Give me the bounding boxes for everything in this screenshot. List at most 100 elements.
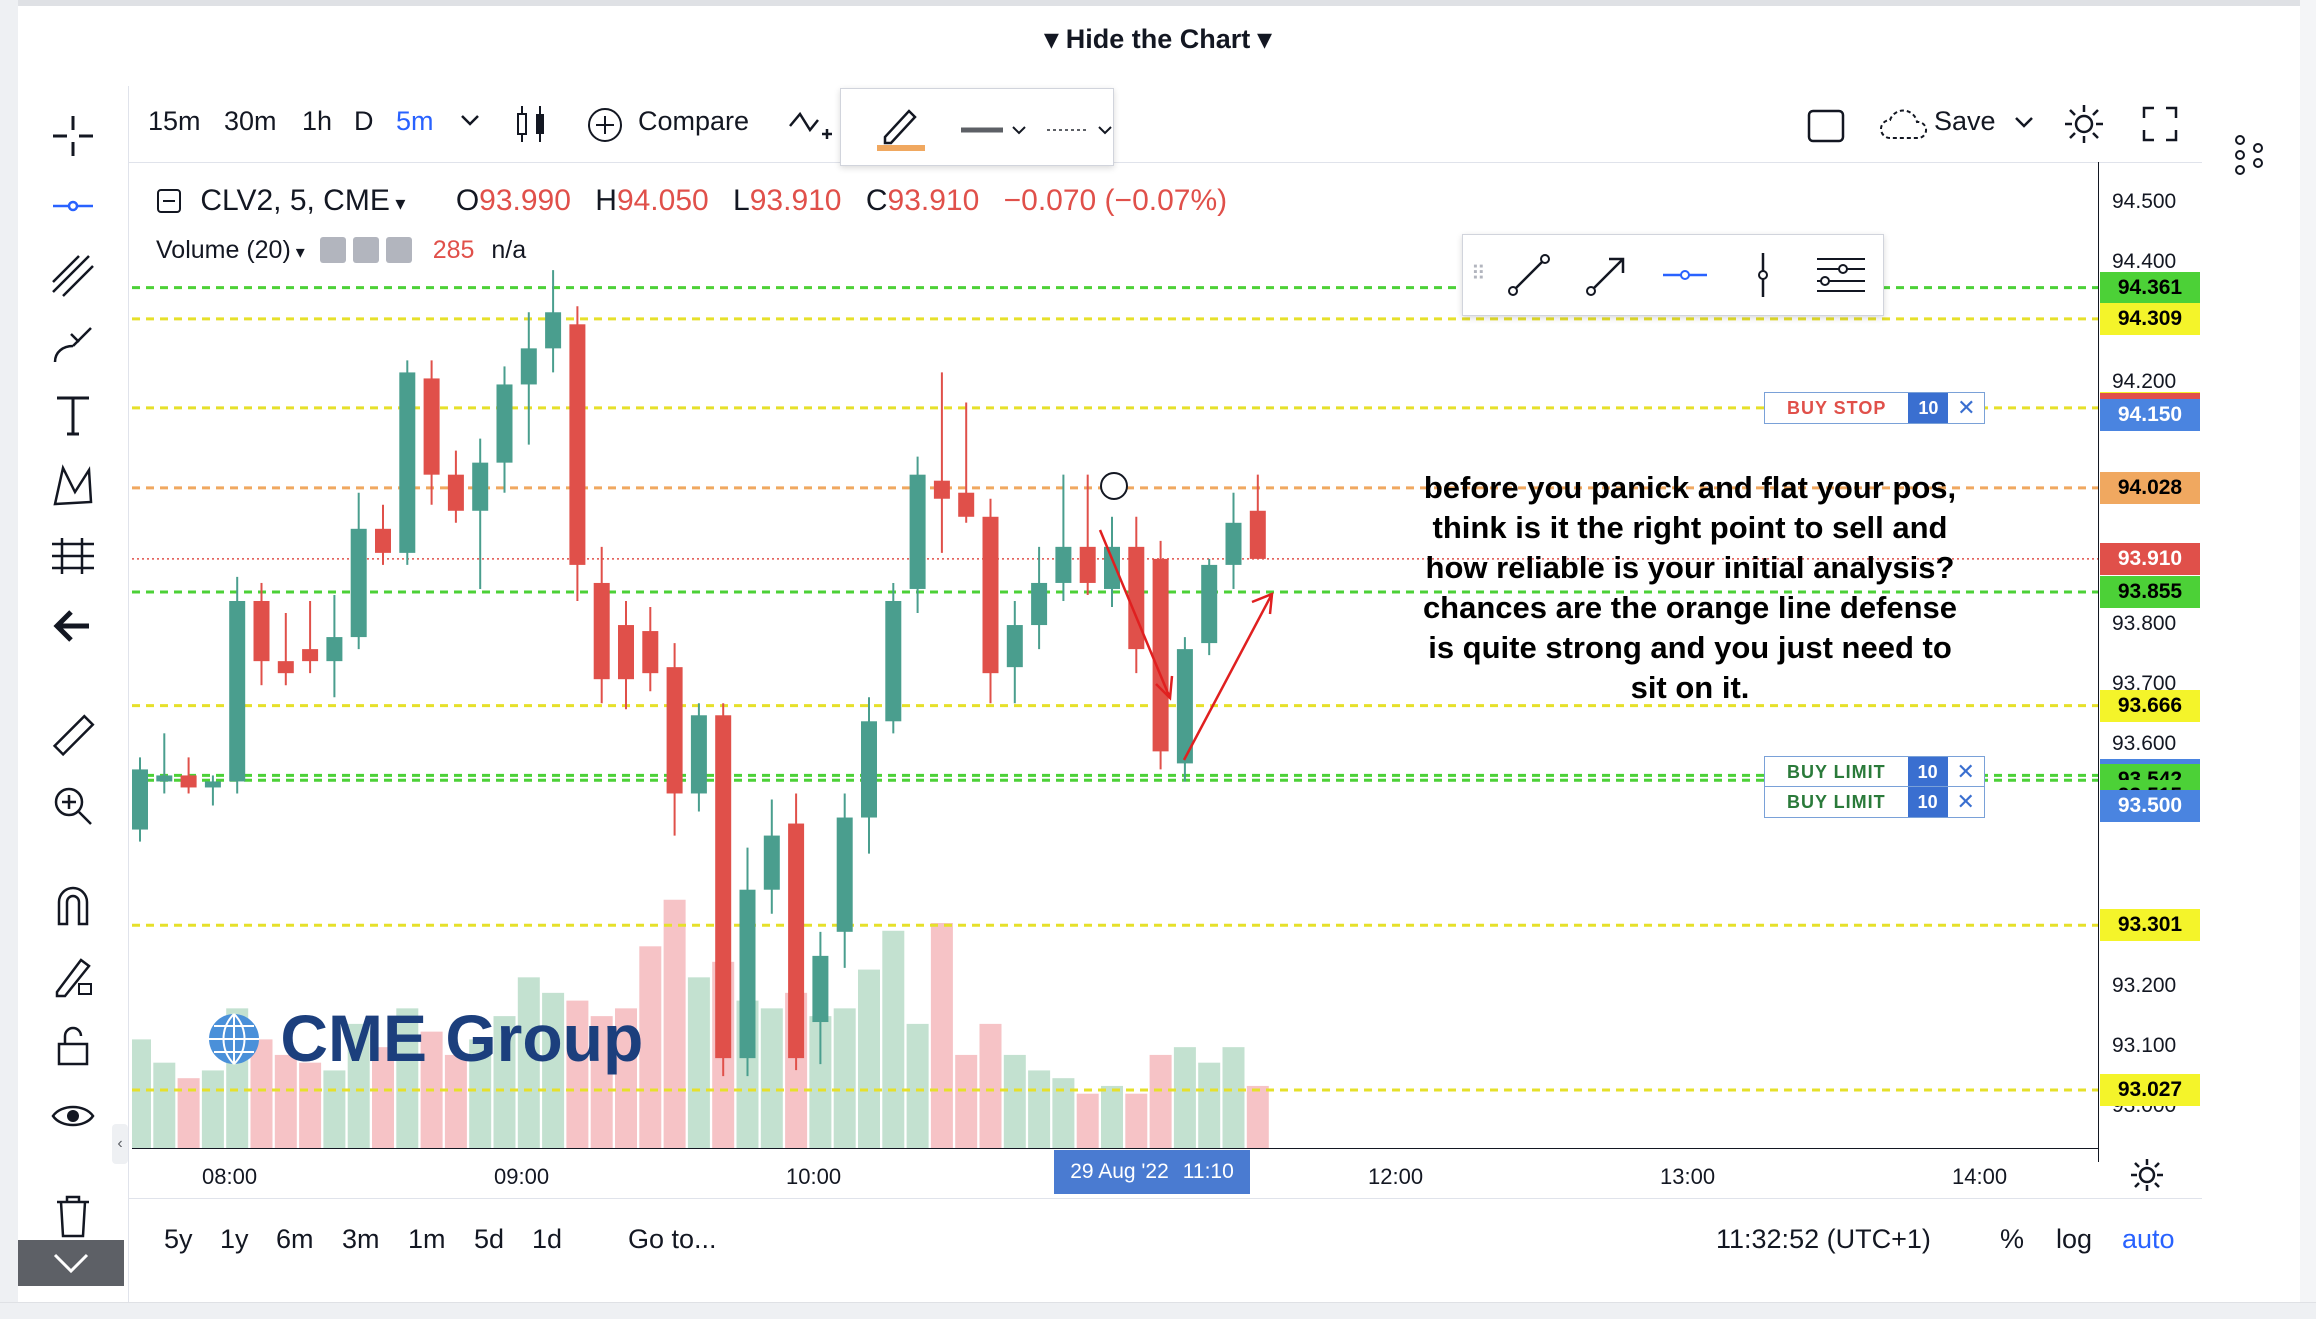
range-1m[interactable]: 1m bbox=[408, 1224, 446, 1254]
indicators-icon[interactable] bbox=[788, 106, 834, 151]
range-1y[interactable]: 1y bbox=[220, 1224, 249, 1254]
candle-body bbox=[1201, 564, 1218, 644]
horizontal-line-icon[interactable] bbox=[18, 176, 128, 236]
text-tool-icon[interactable] bbox=[18, 386, 128, 446]
crosshair-icon[interactable] bbox=[18, 106, 128, 166]
settings-gear-icon[interactable] bbox=[2062, 102, 2106, 151]
range-5y[interactable]: 5y bbox=[164, 1224, 193, 1254]
pattern-icon[interactable] bbox=[18, 456, 128, 516]
range-6m[interactable]: 6m bbox=[276, 1224, 314, 1254]
save-button[interactable]: Save bbox=[1934, 106, 1996, 136]
candle-body bbox=[545, 312, 562, 349]
hide-chart-toggle[interactable]: ▾ Hide the Chart ▾ bbox=[1044, 24, 1272, 54]
eye-icon[interactable] bbox=[18, 1086, 128, 1146]
order-qty[interactable]: 10 bbox=[1907, 757, 1948, 787]
log-toggle[interactable]: log bbox=[2056, 1224, 2093, 1254]
candle-body bbox=[447, 474, 464, 511]
go-to-button[interactable]: Go to... bbox=[628, 1224, 717, 1254]
interval-15m[interactable]: 15m bbox=[148, 106, 201, 136]
price-axis[interactable] bbox=[2098, 162, 2199, 1162]
candle-body bbox=[788, 823, 805, 1059]
line-style-icon[interactable] bbox=[1045, 123, 1115, 142]
forecast-icon[interactable] bbox=[18, 526, 128, 586]
save-dropdown-icon[interactable] bbox=[2014, 116, 2034, 135]
vertical-line-tool-icon[interactable] bbox=[1737, 249, 1789, 306]
horizontal-line-tool-icon[interactable] bbox=[1659, 249, 1711, 306]
candle-body bbox=[229, 600, 246, 782]
volume-bar bbox=[566, 1000, 589, 1148]
range-3m[interactable]: 3m bbox=[342, 1224, 380, 1254]
volume-remove-icon[interactable] bbox=[385, 237, 412, 263]
open-label: O bbox=[455, 184, 480, 217]
cme-group-logo: CME Group bbox=[206, 1000, 643, 1076]
unlock-icon[interactable] bbox=[18, 1016, 128, 1076]
candle-body bbox=[982, 516, 999, 674]
low-value: 93.910 bbox=[749, 184, 842, 217]
zoom-in-icon[interactable] bbox=[18, 776, 128, 836]
close-icon[interactable]: ✕ bbox=[1956, 759, 1975, 784]
time-axis[interactable] bbox=[132, 1148, 2098, 1199]
order-buy-limit-2[interactable]: BUY LIMIT 10 ✕ bbox=[1764, 786, 1985, 818]
order-buy-limit-1[interactable]: BUY LIMIT 10 ✕ bbox=[1764, 756, 1985, 788]
interval-1h[interactable]: 1h bbox=[302, 106, 333, 136]
fullscreen-icon[interactable] bbox=[2140, 104, 2180, 149]
volume-bar bbox=[1003, 1054, 1026, 1148]
order-qty[interactable]: 10 bbox=[1908, 393, 1949, 423]
ruler-icon[interactable] bbox=[18, 706, 128, 766]
symbol-name[interactable]: CLV2, 5, CME bbox=[200, 184, 390, 217]
interval-d[interactable]: D bbox=[354, 106, 374, 136]
annotation-text[interactable]: before you panick and flat your pos, thi… bbox=[1370, 468, 2010, 708]
layout-square-icon[interactable] bbox=[1806, 106, 1846, 151]
arrow-tool-icon[interactable] bbox=[1581, 249, 1633, 306]
trend-line-tool-icon[interactable] bbox=[1503, 249, 1555, 306]
magnet-icon[interactable] bbox=[18, 876, 128, 936]
candle-body bbox=[1104, 546, 1120, 589]
order-qty[interactable]: 10 bbox=[1907, 787, 1948, 817]
brush-icon[interactable] bbox=[18, 316, 128, 376]
auto-toggle[interactable]: auto bbox=[2122, 1224, 2175, 1254]
price-tick: 93.600 bbox=[2112, 732, 2177, 755]
close-icon[interactable]: ✕ bbox=[1957, 395, 1976, 420]
candles-icon[interactable] bbox=[514, 104, 548, 149]
object-tree-icon[interactable] bbox=[2232, 130, 2268, 189]
price-tick: 93.200 bbox=[2112, 974, 2177, 997]
interval-dropdown-icon[interactable] bbox=[460, 114, 480, 133]
interval-30m[interactable]: 30m bbox=[224, 106, 277, 136]
sun-settings-icon[interactable] bbox=[2130, 1158, 2164, 1197]
clock-timezone[interactable]: 11:32:52 (UTC+1) bbox=[1716, 1224, 1931, 1254]
order-buy-stop[interactable]: BUY STOP 10 ✕ bbox=[1764, 392, 1986, 424]
interval-5m[interactable]: 5m bbox=[396, 106, 434, 136]
candle-body bbox=[885, 600, 902, 722]
compare-plus-icon[interactable] bbox=[586, 106, 624, 149]
volume-bar bbox=[542, 992, 565, 1148]
trend-lines-icon[interactable] bbox=[18, 246, 128, 306]
range-1d[interactable]: 1d bbox=[532, 1224, 563, 1254]
compare-button[interactable]: Compare bbox=[638, 106, 750, 136]
price-chart[interactable] bbox=[132, 162, 2098, 1148]
parallel-channel-tool-icon[interactable] bbox=[1813, 249, 1869, 306]
collapse-toolbar-button[interactable] bbox=[18, 1240, 124, 1286]
annotation-line: how reliable is your initial analysis? bbox=[1425, 550, 1955, 585]
volume-bar bbox=[615, 1008, 637, 1148]
volume-label[interactable]: Volume (20) bbox=[156, 236, 291, 264]
candle-body bbox=[496, 384, 513, 463]
volume-bar bbox=[1198, 1062, 1221, 1148]
drag-handle-icon[interactable]: ⠿ bbox=[1471, 263, 1486, 285]
back-arrow-icon[interactable] bbox=[18, 596, 128, 656]
range-5d[interactable]: 5d bbox=[474, 1224, 505, 1254]
volume-bar bbox=[1101, 1085, 1123, 1148]
trash-icon[interactable] bbox=[18, 1186, 128, 1246]
close-icon[interactable]: ✕ bbox=[1956, 789, 1975, 814]
scroll-left-handle[interactable]: ‹ bbox=[112, 1124, 128, 1164]
volume-visibility-icon[interactable] bbox=[319, 237, 346, 263]
line-width-icon[interactable] bbox=[959, 123, 1029, 142]
percent-toggle[interactable]: % bbox=[2000, 1224, 2025, 1254]
pencil-color-icon[interactable] bbox=[877, 103, 925, 158]
price-badge: 94.028 bbox=[2100, 471, 2200, 504]
lock-drawing-icon[interactable] bbox=[18, 946, 128, 1006]
cloud-icon[interactable] bbox=[1878, 106, 1930, 149]
volume-settings-icon[interactable] bbox=[352, 237, 379, 263]
volume-bar bbox=[444, 1054, 467, 1148]
collapse-legend-icon[interactable] bbox=[156, 188, 182, 214]
price-badge: 94.361 bbox=[2100, 271, 2200, 304]
